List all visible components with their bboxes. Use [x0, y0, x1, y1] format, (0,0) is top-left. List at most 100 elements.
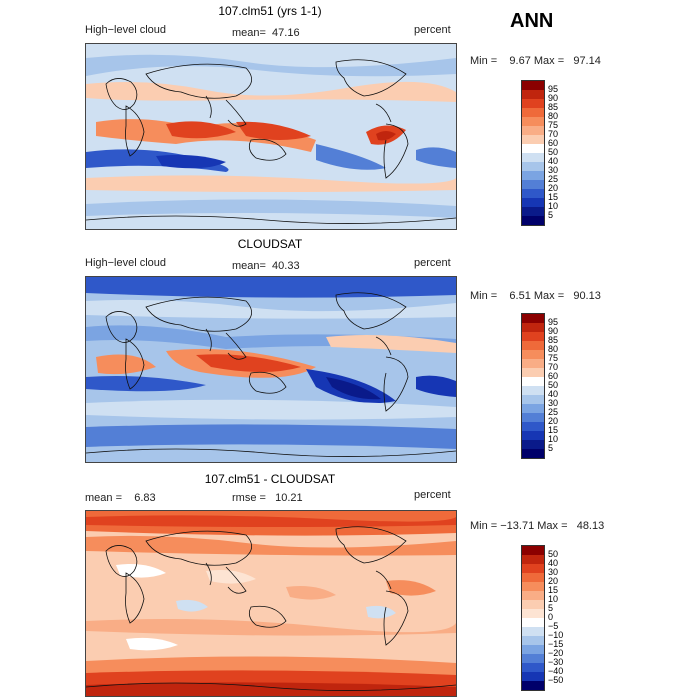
colorbar-swatch [522, 108, 544, 117]
colorbar-swatch [522, 386, 544, 395]
colorbar-label: 40 [548, 389, 559, 399]
colorbar-swatch [522, 99, 544, 108]
colorbar-label: 85 [548, 335, 559, 345]
colorbar-label: −20 [548, 648, 564, 658]
colorbar-label: 25 [548, 174, 559, 184]
colorbar-label: 75 [548, 120, 559, 130]
panel-3-title: 107.clm51 - CLOUDSAT [204, 472, 336, 486]
colorbar-swatch [522, 117, 544, 126]
panel-1-variable-label: High−level cloud [85, 24, 167, 36]
colorbar-swatch [522, 216, 544, 225]
colorbar-swatch [522, 591, 544, 600]
colorbar-swatch [522, 404, 544, 413]
colorbar-label: 15 [548, 425, 559, 435]
colorbar-label: 50 [548, 147, 559, 157]
panel-2-colorbar [521, 313, 545, 459]
colorbar-label: 90 [548, 93, 559, 103]
colorbar-label: 90 [548, 326, 559, 336]
colorbar-swatch [522, 162, 544, 171]
panel-1-mean-label: mean= 47.16 [232, 27, 300, 39]
colorbar-label: 85 [548, 102, 559, 112]
colorbar-swatch [522, 413, 544, 422]
colorbar-label: 40 [548, 558, 559, 568]
colorbar-label: 60 [548, 371, 559, 381]
panel-3-map [85, 510, 457, 697]
panel-2-title: CLOUDSAT [237, 237, 303, 251]
colorbar-label: −50 [548, 675, 564, 685]
colorbar-swatch [522, 180, 544, 189]
colorbar-swatch [522, 332, 544, 341]
panel-3-colorbar [521, 545, 545, 691]
colorbar-label: 20 [548, 576, 559, 586]
colorbar-swatch [522, 81, 544, 90]
panel-3-rmse-label: rmse = 10.21 [232, 492, 303, 504]
colorbar-swatch [522, 681, 544, 690]
colorbar-label: 10 [548, 201, 559, 211]
colorbar-label: 15 [548, 192, 559, 202]
colorbar-swatch [522, 600, 544, 609]
colorbar-label: −5 [548, 621, 559, 631]
colorbar-swatch [522, 627, 544, 636]
colorbar-swatch [522, 377, 544, 386]
colorbar-swatch [522, 422, 544, 431]
colorbar-swatch [522, 395, 544, 404]
colorbar-swatch [522, 198, 544, 207]
colorbar-swatch [522, 90, 544, 99]
colorbar-label: 60 [548, 138, 559, 148]
colorbar-label: 20 [548, 183, 559, 193]
colorbar-label: 70 [548, 362, 559, 372]
colorbar-swatch [522, 672, 544, 681]
colorbar-swatch [522, 573, 544, 582]
colorbar-swatch [522, 323, 544, 332]
colorbar-label: 5 [548, 603, 554, 613]
panel-3-minmax-label: Min = −13.71 Max = 48.13 [470, 520, 605, 532]
colorbar-swatch [522, 645, 544, 654]
colorbar-swatch [522, 618, 544, 627]
panel-2-variable-label: High−level cloud [85, 257, 167, 269]
colorbar-label: 30 [548, 398, 559, 408]
colorbar-label: 25 [548, 407, 559, 417]
colorbar-label: 30 [548, 165, 559, 175]
colorbar-label: 20 [548, 416, 559, 426]
colorbar-label: 15 [548, 585, 559, 595]
colorbar-label: 30 [548, 567, 559, 577]
colorbar-label: −15 [548, 639, 564, 649]
colorbar-label: 75 [548, 353, 559, 363]
colorbar-swatch [522, 546, 544, 555]
colorbar-swatch [522, 654, 544, 663]
colorbar-label: −10 [548, 630, 564, 640]
colorbar-swatch [522, 341, 544, 350]
colorbar-label: 40 [548, 156, 559, 166]
panel-2-map [85, 276, 457, 463]
season-label: ANN [510, 10, 554, 32]
colorbar-swatch [522, 609, 544, 618]
colorbar-label: 5 [548, 443, 554, 453]
colorbar-swatch [522, 431, 544, 440]
colorbar-swatch [522, 440, 544, 449]
colorbar-swatch [522, 144, 544, 153]
colorbar-label: 95 [548, 317, 559, 327]
colorbar-swatch [522, 636, 544, 645]
colorbar-label: 80 [548, 344, 559, 354]
colorbar-label: 95 [548, 84, 559, 94]
colorbar-label: 80 [548, 111, 559, 121]
colorbar-swatch [522, 350, 544, 359]
colorbar-label: 70 [548, 129, 559, 139]
colorbar-swatch [522, 189, 544, 198]
colorbar-swatch [522, 582, 544, 591]
colorbar-swatch [522, 153, 544, 162]
colorbar-swatch [522, 207, 544, 216]
panel-1-colorbar [521, 80, 545, 226]
colorbar-label: 50 [548, 549, 559, 559]
colorbar-swatch [522, 359, 544, 368]
panel-1-minmax-label: Min = 9.67 Max = 97.14 [470, 55, 601, 67]
colorbar-swatch [522, 564, 544, 573]
panel-1-units-label: percent [414, 24, 451, 36]
panel-2-units-label: percent [414, 257, 451, 269]
colorbar-label: −30 [548, 657, 564, 667]
panel-1-map [85, 43, 457, 230]
colorbar-swatch [522, 126, 544, 135]
colorbar-label: 10 [548, 434, 559, 444]
panel-3-mean-label: mean = 6.83 [85, 492, 156, 504]
colorbar-swatch [522, 314, 544, 323]
